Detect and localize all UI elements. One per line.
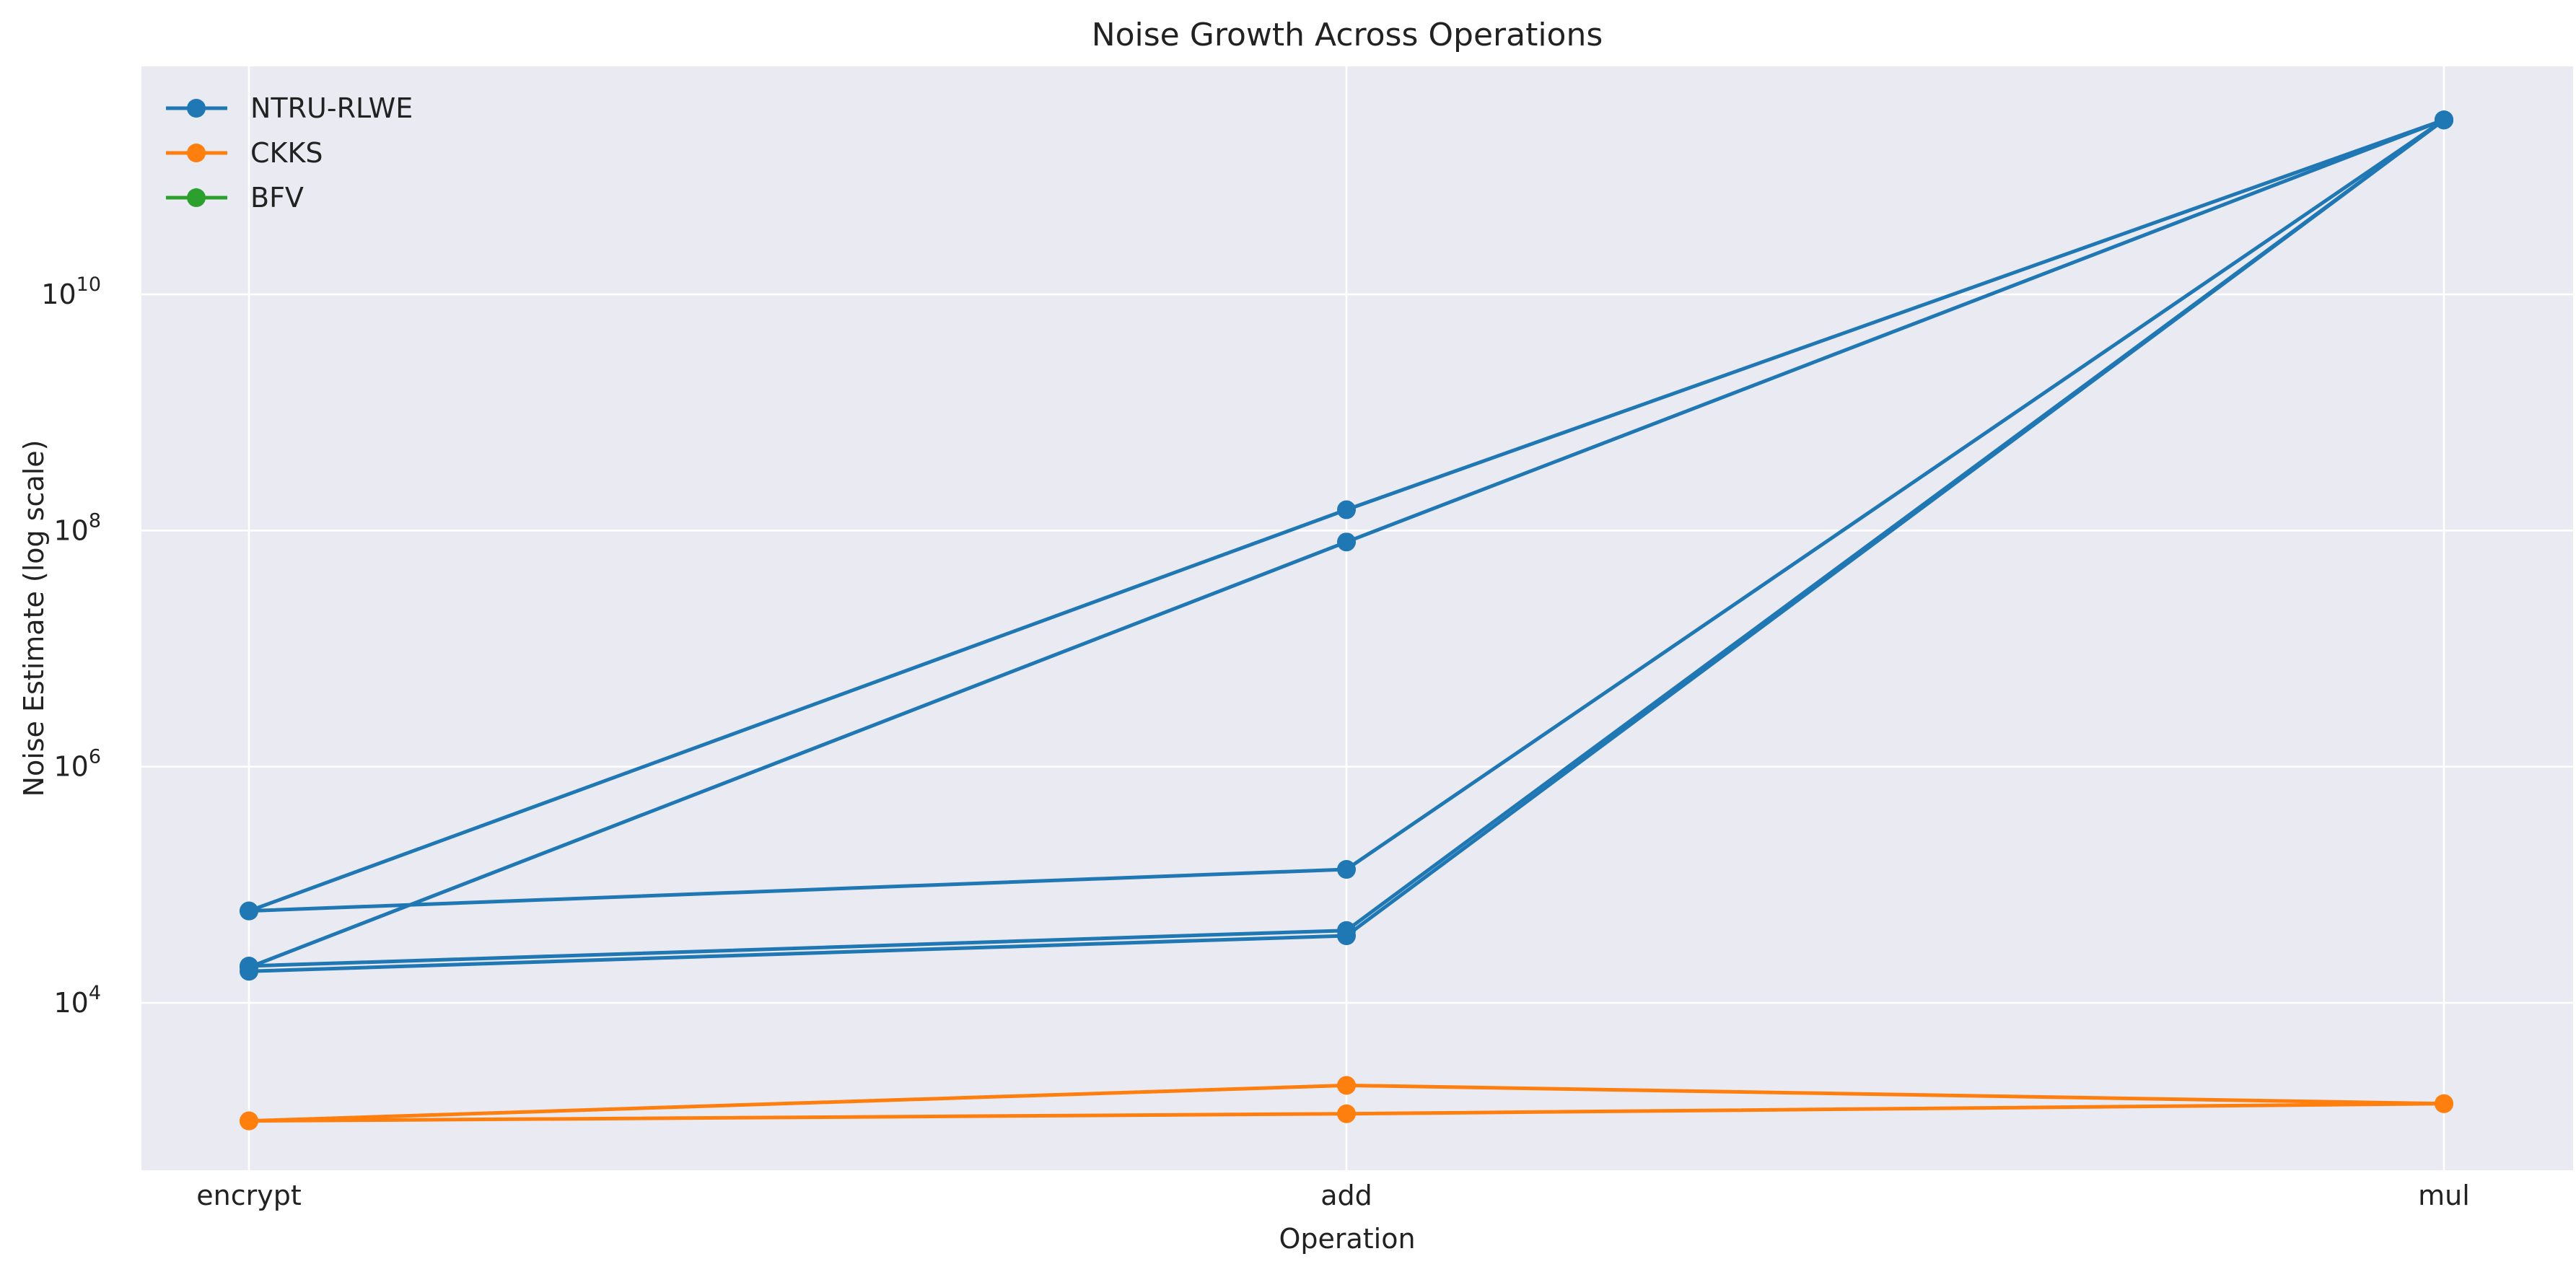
legend-label: CKKS <box>250 137 323 169</box>
data-point-ntru-rlwe <box>240 962 258 981</box>
y-axis-label: Noise Estimate (log scale) <box>18 440 50 797</box>
legend-marker <box>187 188 206 207</box>
data-point-ntru-rlwe <box>2435 110 2453 130</box>
data-point-ckks <box>1337 1104 1356 1123</box>
chart-title: Noise Growth Across Operations <box>1092 17 1603 53</box>
axis-ticks: encrypt add mul 104 106 108 1010 <box>41 273 2470 1211</box>
y-tick-label: 1010 <box>41 273 101 310</box>
x-tick-label: mul <box>2418 1180 2470 1211</box>
legend-marker <box>187 99 206 118</box>
data-point-ntru-rlwe <box>240 901 258 921</box>
x-tick-label: encrypt <box>196 1180 302 1211</box>
data-point-ntru-rlwe <box>1337 532 1356 552</box>
data-point-ckks <box>240 1111 258 1131</box>
data-point-ckks <box>1337 1076 1356 1095</box>
data-point-ntru-rlwe <box>1337 500 1356 519</box>
legend-marker <box>187 144 206 162</box>
legend: NTRU-RLWE CKKS BFV <box>166 92 413 214</box>
data-point-ntru-rlwe <box>1337 926 1356 946</box>
y-tick-label: 104 <box>53 982 101 1019</box>
x-axis-label: Operation <box>1279 1223 1415 1255</box>
data-point-ckks <box>2435 1094 2453 1113</box>
y-tick-label: 108 <box>53 509 101 546</box>
legend-label: BFV <box>250 182 304 214</box>
y-tick-label: 106 <box>53 746 101 783</box>
series-lines <box>240 110 2453 1131</box>
plot-area <box>141 66 2573 1170</box>
legend-label: NTRU-RLWE <box>250 92 413 124</box>
grid <box>141 66 2573 1170</box>
x-tick-label: add <box>1320 1180 1372 1211</box>
data-point-ntru-rlwe <box>1337 860 1356 879</box>
